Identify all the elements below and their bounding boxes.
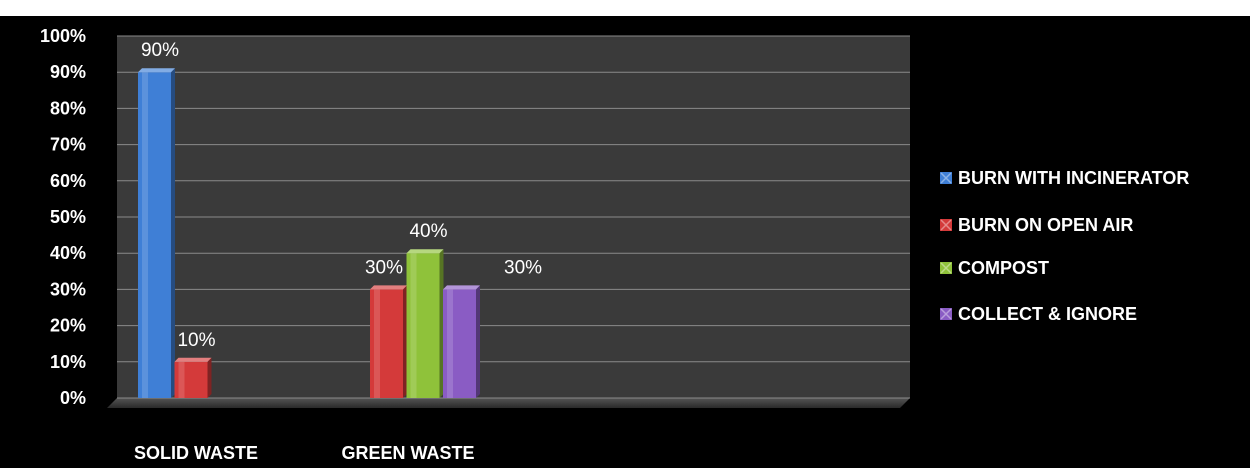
legend-label: COLLECT & IGNORE xyxy=(958,304,1137,324)
plot-floor xyxy=(107,398,910,408)
y-tick-label: 20% xyxy=(50,316,86,336)
bar-side xyxy=(403,285,407,398)
y-tick-label: 30% xyxy=(50,279,86,299)
y-tick-label: 60% xyxy=(50,171,86,191)
bar-highlight xyxy=(374,289,380,398)
legend-item: BURN ON OPEN AIR xyxy=(940,215,1133,235)
y-tick-label: 100% xyxy=(40,26,86,46)
legend-item: COMPOST xyxy=(940,258,1049,278)
y-tick-label: 0% xyxy=(60,388,86,408)
bar xyxy=(443,285,480,398)
y-tick-label: 50% xyxy=(50,207,86,227)
legend: BURN WITH INCINERATOR BURN ON OPEN AIR COM… xyxy=(940,168,1189,324)
data-labels: 90% 10% 30% 40% 30% xyxy=(141,40,542,351)
bar-highlight xyxy=(410,253,417,398)
bar xyxy=(370,285,407,398)
legend-label: BURN WITH INCINERATOR xyxy=(958,168,1189,188)
top-cropped-text xyxy=(0,0,1250,16)
x-tick-label: SOLID WASTE xyxy=(134,443,258,463)
legend-item: BURN WITH INCINERATOR xyxy=(940,168,1189,188)
legend-item: COLLECT & IGNORE xyxy=(940,304,1137,324)
data-label: 30% xyxy=(365,257,403,278)
y-tick-label: 10% xyxy=(50,352,86,372)
bar-highlight xyxy=(178,361,185,398)
y-tick-label: 80% xyxy=(50,98,86,118)
legend-label: COMPOST xyxy=(958,258,1049,278)
bar xyxy=(138,68,175,398)
plot-area xyxy=(107,35,910,408)
data-label: 10% xyxy=(177,330,215,351)
x-axis-ticks: SOLID WASTE GREEN WASTE xyxy=(134,443,475,463)
bar-highlight xyxy=(447,289,453,398)
bar xyxy=(406,249,444,398)
bar-layer xyxy=(138,68,480,398)
data-label: 30% xyxy=(504,257,542,278)
bar-top xyxy=(443,285,480,290)
bar-top xyxy=(370,285,407,290)
chart-svg: 0% 10% 20% 30% 40% 50% 60% 70% 80% 90% 100% 90% 10%… xyxy=(0,16,1250,468)
waste-disposal-chart: 0% 10% 20% 30% 40% 50% 60% 70% 80% 90% 100% 90% 10%… xyxy=(0,16,1250,468)
bar-side xyxy=(171,68,175,398)
y-tick-label: 70% xyxy=(50,135,86,155)
legend-label: BURN ON OPEN AIR xyxy=(958,215,1133,235)
bar-side xyxy=(476,285,480,398)
bar-side xyxy=(439,249,444,398)
bar-side xyxy=(207,357,212,398)
bar-top xyxy=(406,249,444,254)
bar-top xyxy=(138,68,175,73)
bar-highlight xyxy=(142,72,148,398)
bar xyxy=(174,357,212,398)
data-label: 90% xyxy=(141,40,179,61)
x-tick-label: GREEN WASTE xyxy=(341,443,474,463)
y-tick-label: 40% xyxy=(50,243,86,263)
bar-top xyxy=(174,357,212,362)
data-label: 40% xyxy=(409,221,447,242)
y-axis-ticks: 0% 10% 20% 30% 40% 50% 60% 70% 80% 90% 100% xyxy=(40,26,86,408)
y-tick-label: 90% xyxy=(50,62,86,82)
